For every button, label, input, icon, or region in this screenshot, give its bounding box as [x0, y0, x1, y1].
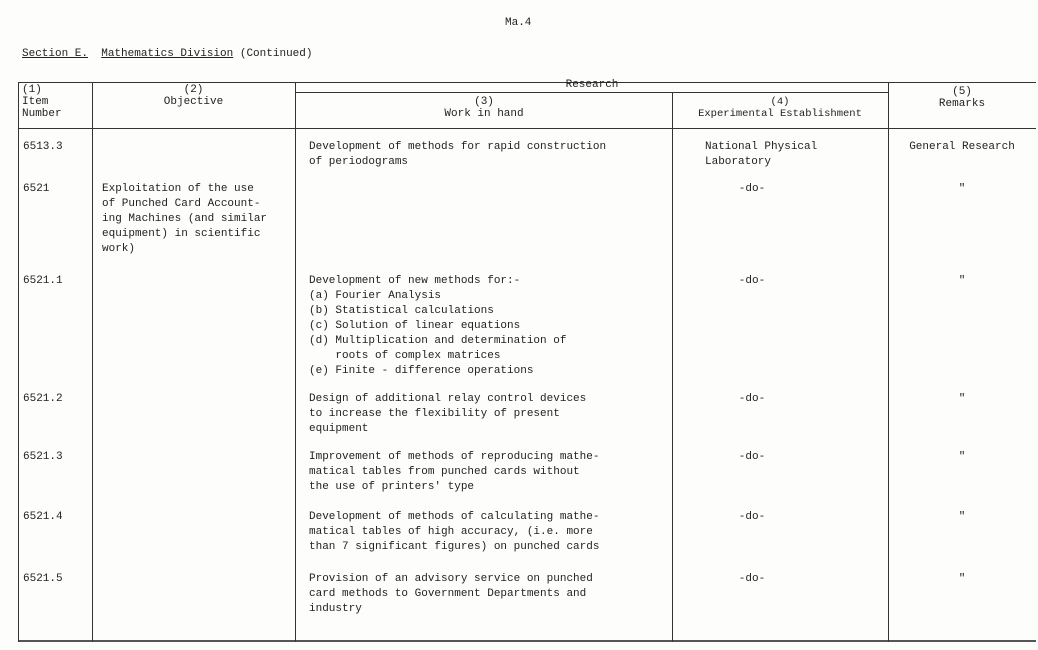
cell-item-number: 6521.3 [23, 451, 63, 463]
cell-work-in-hand: Development of methods of calculating ma… [309, 511, 600, 553]
research-rule [296, 92, 888, 93]
column-rule [888, 82, 889, 642]
cell-remarks: " [958, 183, 966, 195]
cell-objective: Exploitation of the use of Punched Card … [102, 183, 268, 255]
cell-remarks: " [958, 511, 966, 523]
cell-remarks: " [958, 393, 966, 405]
cell-establishment: -do- [738, 393, 766, 405]
cell-remarks: " [958, 451, 966, 463]
column-rule [295, 82, 296, 642]
page-reference: Ma.4 [505, 17, 532, 29]
cell-establishment: National Physical Laboratory [705, 141, 818, 168]
column-rule [18, 82, 19, 642]
section-title: Mathematics Division [101, 48, 234, 60]
section-heading: Section E. Mathematics Division (Continu… [22, 47, 312, 62]
cell-remarks: " [958, 275, 966, 287]
cell-item-number: 6513.3 [23, 141, 63, 153]
header-bottom-rule [18, 128, 1036, 129]
cell-establishment: -do- [738, 451, 766, 463]
cell-work-in-hand: Design of additional relay control devic… [309, 393, 587, 435]
cell-item-number: 6521 [23, 183, 50, 195]
section-label: Section E. [22, 48, 89, 60]
cell-item-number: 6521.5 [23, 573, 63, 585]
column-rule [672, 92, 673, 642]
cell-item-number: 6521.1 [23, 275, 63, 287]
header-work-in-hand: (3) Work in hand [444, 96, 524, 120]
header-remarks: (5) Remarks [938, 86, 986, 110]
section-suffix: (Continued) [239, 48, 313, 60]
cell-remarks: General Research [909, 141, 1015, 153]
cell-item-number: 6521.2 [23, 393, 63, 405]
header-objective: (2) Objective [163, 84, 224, 108]
cell-establishment: -do- [738, 573, 766, 585]
cell-establishment: -do- [738, 183, 766, 195]
cell-work-in-hand: Development of new methods for:- (a) Fou… [309, 275, 567, 377]
header-research: Research [565, 79, 619, 91]
cell-work-in-hand: Development of methods for rapid constru… [309, 141, 607, 168]
header-establishment: (4) Experimental Establishment [698, 96, 862, 120]
cell-establishment: -do- [738, 275, 766, 287]
cell-work-in-hand: Improvement of methods of reproducing ma… [309, 451, 600, 493]
cell-work-in-hand: Provision of an advisory service on punc… [309, 573, 593, 615]
table-bottom-rule [18, 640, 1036, 642]
cell-item-number: 6521.4 [23, 511, 63, 523]
cell-establishment: -do- [738, 511, 766, 523]
header-item-number: (1) Item Number [22, 84, 62, 120]
column-rule [92, 82, 93, 642]
cell-remarks: " [958, 573, 966, 585]
table-top-rule [18, 82, 1036, 83]
